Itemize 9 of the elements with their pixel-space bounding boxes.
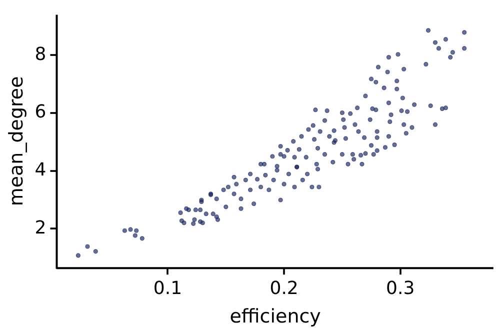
x-tick-label: 0.2 [270,278,298,300]
x-axis-title: efficiency [230,306,321,328]
y-tick-label: 6 [34,102,46,123]
y-tick-label: 8 [34,44,46,65]
y-tick-label: 2 [34,217,46,238]
y-axis-title: mean_degree [5,76,28,206]
x-tick-label: 0.1 [153,278,182,300]
y-tick-label: 4 [34,159,46,180]
x-tick-label: 0.3 [386,278,415,300]
